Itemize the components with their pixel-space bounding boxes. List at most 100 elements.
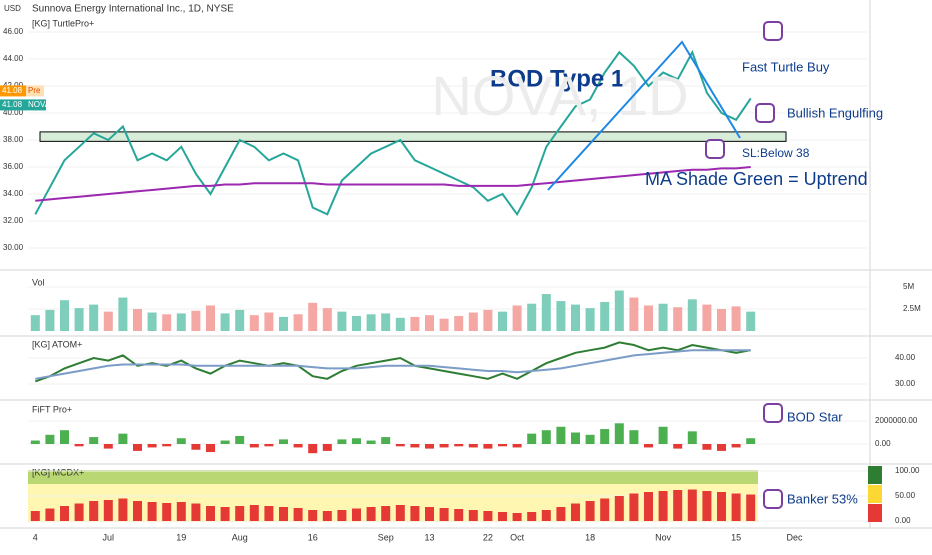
bar (731, 306, 741, 331)
bar (308, 444, 318, 454)
bar (89, 501, 99, 521)
bar (395, 444, 405, 447)
bar (483, 309, 493, 331)
bar (644, 305, 653, 331)
bar (410, 316, 420, 331)
bar (746, 311, 756, 331)
bar (717, 309, 726, 331)
bar (337, 510, 347, 521)
bar (556, 507, 566, 521)
bar (381, 313, 391, 331)
bar (45, 434, 55, 444)
bar (512, 444, 522, 448)
annotation: Banker 53% (787, 491, 858, 506)
bar (293, 444, 303, 448)
bar (629, 430, 639, 444)
bar (541, 294, 551, 331)
y-tick-label: 32.00 (3, 216, 24, 225)
bar (176, 313, 186, 331)
bar (191, 310, 201, 331)
annotation: Bullish Engulfing (787, 105, 883, 120)
x-tick-label: 19 (176, 532, 186, 542)
bar (731, 444, 741, 448)
bar (512, 513, 522, 521)
bar (600, 498, 610, 521)
bar (133, 309, 142, 331)
bar (162, 503, 172, 521)
bar (658, 491, 668, 521)
bar (644, 444, 653, 448)
bar (556, 301, 566, 331)
bar (89, 304, 99, 331)
bar (249, 505, 259, 521)
watermark: NOVA, 1D (431, 64, 688, 127)
bar (571, 432, 580, 444)
bar (410, 444, 420, 448)
bar (191, 444, 201, 450)
y-tick-label: 30.00 (3, 243, 24, 252)
bar (585, 434, 595, 444)
x-tick-label: Dec (786, 532, 803, 542)
bar (293, 508, 303, 521)
bar (410, 506, 420, 521)
bar (235, 309, 245, 331)
x-tick-label: Jul (103, 532, 115, 542)
bar (673, 307, 683, 331)
bar (439, 318, 449, 331)
bar (133, 444, 142, 451)
bar (30, 511, 40, 521)
x-tick-label: Sep (378, 532, 394, 542)
y-tick-label: 2.5M (903, 304, 921, 313)
bar (629, 297, 639, 331)
bar (366, 440, 376, 444)
indicator-name: [KG] TurtlePro+ (32, 18, 94, 28)
trend-line (547, 40, 741, 191)
bar (614, 496, 624, 521)
bar (395, 317, 405, 331)
bar (585, 308, 595, 331)
hand-icons (705, 21, 783, 509)
bar (658, 303, 668, 331)
bar (293, 314, 303, 331)
x-tick-label: Aug (232, 532, 248, 542)
y-tick-label: 30.00 (895, 379, 916, 388)
bar (206, 506, 215, 521)
x-tick-label: 16 (308, 532, 318, 542)
y-tick-label: 100.00 (895, 466, 920, 475)
y-tick-label: 34.00 (3, 189, 24, 198)
y-tick-label: 2000000.00 (875, 416, 918, 425)
price-tag (0, 85, 26, 97)
bar (702, 444, 712, 450)
bar (279, 439, 288, 444)
bar (206, 305, 215, 331)
bar (425, 444, 434, 449)
panel-title: [KG] ATOM+ (32, 339, 82, 349)
bar (600, 301, 610, 331)
series-line (35, 166, 751, 202)
bar (279, 507, 288, 521)
y-tick-label: 36.00 (3, 162, 24, 171)
bar (366, 314, 376, 331)
series-line (35, 349, 751, 380)
bar (162, 444, 172, 447)
bar (702, 304, 712, 331)
bar (381, 437, 391, 444)
currency: USD (4, 4, 21, 13)
annotation: BOD Star (787, 409, 843, 424)
y-tick-label: 0.00 (875, 439, 891, 448)
bar (322, 444, 332, 451)
bar (454, 316, 464, 331)
y-tick-label: 44.00 (3, 54, 24, 63)
bar (717, 444, 726, 451)
bar (439, 444, 449, 448)
y-tick-label: 38.00 (3, 135, 24, 144)
bar (483, 511, 493, 521)
bar (322, 511, 332, 521)
price-tag-label-bg (26, 99, 46, 111)
bar (103, 311, 113, 331)
bar (337, 439, 347, 444)
bar (585, 501, 595, 521)
